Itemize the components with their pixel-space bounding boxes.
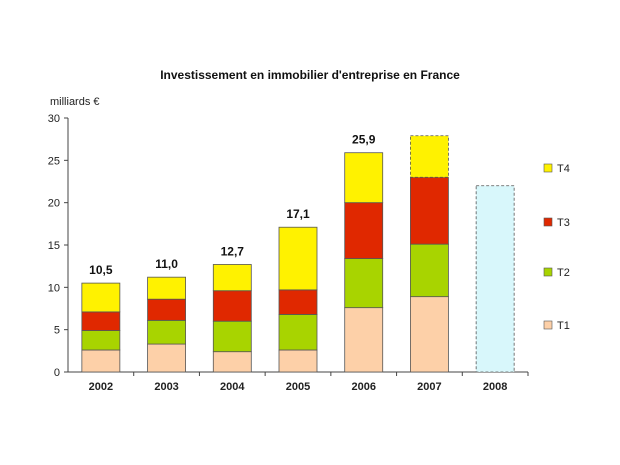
bar-t1-2003 [147, 343, 186, 373]
bar-t3-2007 [410, 176, 449, 245]
x-tick-label: 2004 [220, 381, 245, 393]
x-tick-label: 2003 [154, 381, 178, 393]
legend-label-t4: T4 [557, 163, 570, 175]
bar-t3-2005 [278, 289, 318, 315]
legend-swatch-t3 [543, 217, 553, 227]
bar-t2-2002 [81, 330, 121, 351]
bar-t4-2002 [81, 282, 121, 313]
bar-t2-2003 [147, 319, 186, 345]
bar-t4-2006 [344, 152, 384, 204]
y-tick-label: 25 [48, 155, 60, 167]
bar-t4-2007 [410, 135, 449, 178]
bar-t1-2004 [212, 351, 252, 373]
bar-t4-2003 [147, 276, 186, 300]
y-tick-label: 30 [48, 113, 60, 125]
legend-swatch-t2 [543, 267, 553, 277]
bar-t3-2006 [344, 202, 384, 259]
x-tick-label: 2006 [351, 381, 375, 393]
x-tick-label: 2007 [417, 381, 441, 393]
total-label-2004: 12,7 [221, 244, 245, 258]
bar-t3-2004 [212, 290, 252, 322]
bar-forecast-2008 [475, 185, 515, 373]
bar-t1-2005 [278, 349, 318, 373]
bar-t2-2006 [344, 258, 384, 309]
total-label-2005: 17,1 [286, 207, 310, 221]
legend-swatch-t1 [543, 320, 553, 330]
bar-t4-2004 [212, 264, 252, 292]
total-label-2003: 11,0 [155, 257, 178, 271]
bar-t2-2005 [278, 314, 318, 351]
bar-t2-2007 [410, 243, 449, 298]
y-axis-label: milliards € [50, 96, 100, 108]
bar-t4-2005 [278, 226, 318, 291]
total-label-2006: 25,9 [352, 133, 376, 147]
total-label-2002: 10,5 [89, 263, 113, 277]
chart-title: Investissement en immobilier d'entrepris… [160, 68, 460, 82]
legend-label-t1: T1 [557, 320, 570, 332]
y-tick-label: 10 [48, 282, 60, 294]
bar-t1-2006 [344, 307, 384, 373]
legend-label-t3: T3 [557, 217, 570, 229]
bar-t2-2004 [212, 320, 252, 353]
bar-t1-2002 [81, 349, 121, 373]
x-tick-label: 2008 [483, 381, 507, 393]
legend-swatch-t4 [543, 163, 553, 173]
bar-t3-2003 [147, 298, 186, 321]
y-tick-label: 5 [54, 325, 60, 337]
bar-t1-2007 [410, 296, 449, 373]
x-tick-label: 2002 [89, 381, 113, 393]
bar-t3-2002 [81, 311, 121, 331]
y-tick-label: 15 [48, 240, 60, 252]
y-tick-label: 0 [54, 367, 60, 379]
y-tick-label: 20 [48, 198, 60, 210]
legend-label-t2: T2 [557, 267, 570, 279]
x-tick-label: 2005 [286, 381, 310, 393]
